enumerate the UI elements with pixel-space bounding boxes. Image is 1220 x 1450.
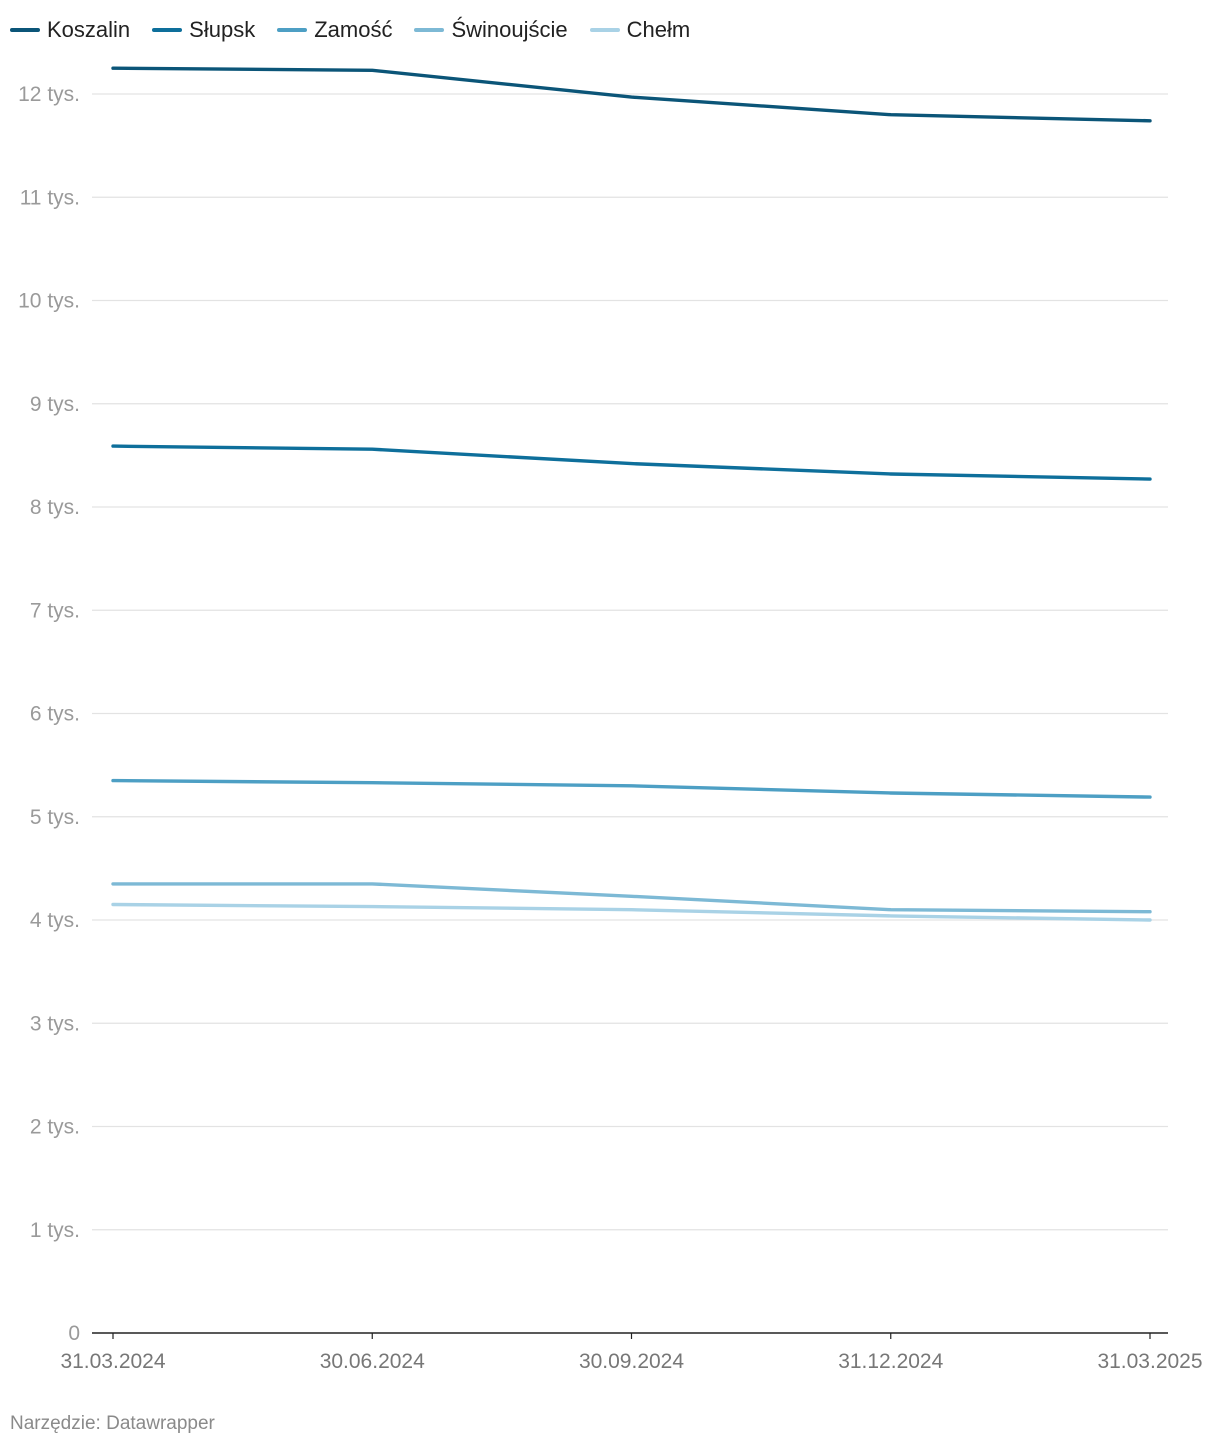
x-tick-label: 30.06.2024 <box>320 1350 425 1373</box>
legend-label: Świnoujście <box>451 17 568 42</box>
legend-swatch <box>10 28 40 32</box>
y-tick-label: 11 tys. <box>20 186 80 209</box>
legend-swatch <box>414 28 445 32</box>
x-tick-label: 31.12.2024 <box>838 1350 943 1373</box>
chart-legend: Koszalin Słupsk Zamość Świnoujście Chełm <box>10 14 712 46</box>
legend-item: Świnoujście <box>414 17 568 43</box>
series-line-swinoujscie <box>111 882 1152 914</box>
legend-item: Koszalin <box>10 17 130 43</box>
legend-swatch <box>277 28 308 32</box>
legend-label: Zamość <box>314 17 393 42</box>
x-tick-label: 31.03.2024 <box>60 1350 165 1373</box>
y-tick-label: 8 tys. <box>30 496 80 519</box>
y-tick-label: 3 tys. <box>30 1012 80 1035</box>
y-tick-label: 5 tys. <box>30 806 80 829</box>
legend-swatch <box>589 28 620 32</box>
legend-label: Słupsk <box>189 17 256 42</box>
legend-item: Zamość <box>277 17 392 43</box>
legend-item: Słupsk <box>152 17 255 43</box>
legend-swatch <box>152 28 183 32</box>
series-line-chelm <box>111 902 1152 922</box>
x-tick-label: 30.09.2024 <box>579 1350 684 1373</box>
y-tick-label: 12 tys. <box>18 83 80 106</box>
y-tick-label: 7 tys. <box>30 599 80 622</box>
y-tick-label: 10 tys. <box>18 290 80 313</box>
y-tick-label: 0 <box>68 1322 80 1345</box>
legend-label: Chełm <box>626 17 691 42</box>
legend-item: Chełm <box>589 17 691 43</box>
y-tick-label: 6 tys. <box>30 703 80 726</box>
y-tick-label: 4 tys. <box>30 909 80 932</box>
series-line-slupsk <box>111 444 1152 481</box>
source-note: Narzędzie: Datawrapper <box>10 1413 215 1434</box>
legend-label: Koszalin <box>47 17 131 42</box>
y-tick-label: 1 tys. <box>30 1219 80 1242</box>
x-tick-label: 31.03.2025 <box>1097 1350 1202 1373</box>
y-tick-label: 9 tys. <box>30 393 80 416</box>
series-line-zamosc <box>111 778 1152 799</box>
y-tick-label: 2 tys. <box>30 1116 80 1139</box>
